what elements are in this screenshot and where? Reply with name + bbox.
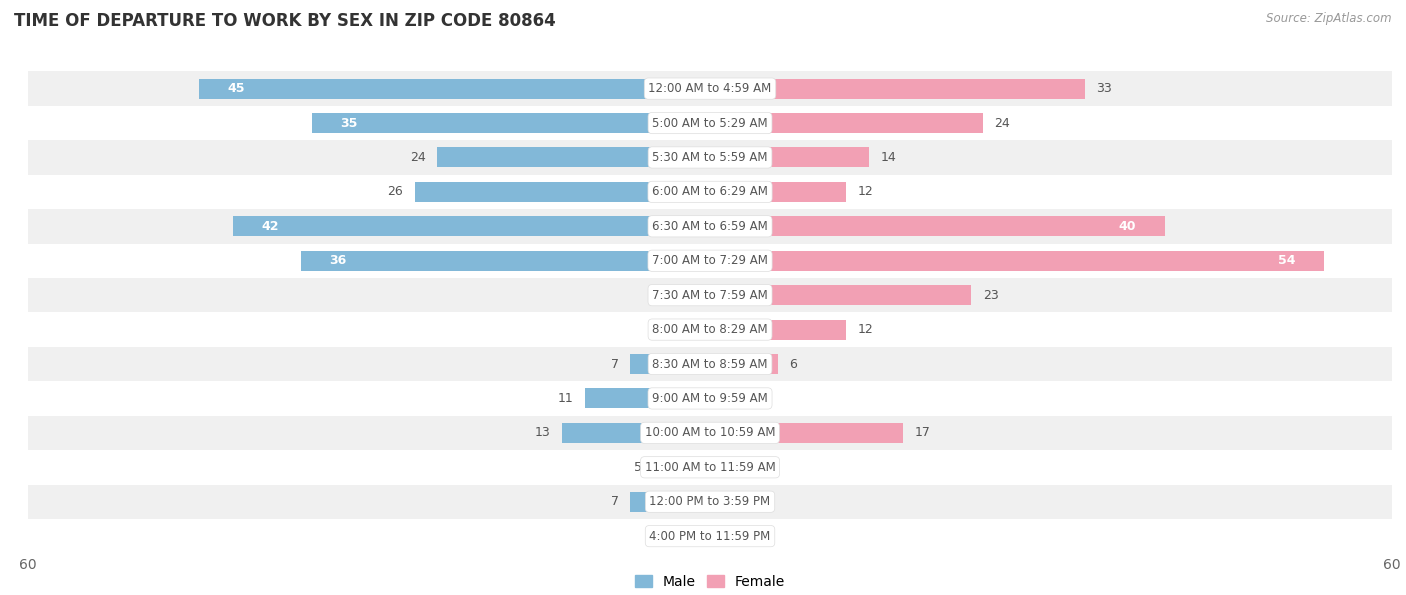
Text: Source: ZipAtlas.com: Source: ZipAtlas.com — [1267, 12, 1392, 25]
Text: 8:00 AM to 8:29 AM: 8:00 AM to 8:29 AM — [652, 323, 768, 336]
Text: 1: 1 — [679, 289, 688, 302]
Bar — [710, 354, 779, 374]
Text: 11:00 AM to 11:59 AM: 11:00 AM to 11:59 AM — [645, 461, 775, 474]
Bar — [654, 458, 710, 477]
Text: 0: 0 — [721, 461, 730, 474]
Bar — [710, 79, 1085, 99]
Text: 8:30 AM to 8:59 AM: 8:30 AM to 8:59 AM — [652, 358, 768, 371]
Text: 54: 54 — [1278, 254, 1295, 267]
Text: 3: 3 — [755, 530, 763, 543]
Bar — [28, 243, 1392, 278]
Bar — [312, 113, 710, 133]
Text: 24: 24 — [994, 117, 1010, 130]
Bar — [710, 250, 1324, 271]
Text: 1: 1 — [733, 392, 741, 405]
Bar — [28, 106, 1392, 140]
Bar — [28, 312, 1392, 347]
Bar — [710, 423, 903, 443]
Legend: Male, Female: Male, Female — [630, 569, 790, 594]
Bar — [710, 526, 744, 546]
Bar — [710, 182, 846, 202]
Text: 12: 12 — [858, 186, 873, 198]
Bar — [710, 113, 983, 133]
Bar — [28, 484, 1392, 519]
Bar — [301, 250, 710, 271]
Bar — [28, 519, 1392, 553]
Bar — [710, 320, 846, 340]
Text: 40: 40 — [1119, 220, 1136, 233]
Bar — [562, 423, 710, 443]
Bar — [710, 217, 1164, 236]
Text: 23: 23 — [983, 289, 998, 302]
Bar — [585, 389, 710, 408]
Bar — [710, 389, 721, 408]
Text: 7:00 AM to 7:29 AM: 7:00 AM to 7:29 AM — [652, 254, 768, 267]
Bar — [710, 285, 972, 305]
Bar — [688, 526, 710, 546]
Text: 6: 6 — [790, 358, 797, 371]
Text: 1: 1 — [679, 323, 688, 336]
Text: 14: 14 — [880, 151, 896, 164]
Text: 35: 35 — [340, 117, 359, 130]
Text: 12:00 AM to 4:59 AM: 12:00 AM to 4:59 AM — [648, 82, 772, 95]
Text: 33: 33 — [1097, 82, 1112, 95]
Text: 0: 0 — [721, 495, 730, 508]
Text: 5:30 AM to 5:59 AM: 5:30 AM to 5:59 AM — [652, 151, 768, 164]
Bar — [28, 71, 1392, 106]
Text: TIME OF DEPARTURE TO WORK BY SEX IN ZIP CODE 80864: TIME OF DEPARTURE TO WORK BY SEX IN ZIP … — [14, 12, 555, 30]
Bar — [28, 140, 1392, 175]
Text: 7: 7 — [612, 358, 619, 371]
Text: 36: 36 — [329, 254, 346, 267]
Text: 5: 5 — [634, 461, 643, 474]
Bar — [699, 285, 710, 305]
Text: 24: 24 — [411, 151, 426, 164]
Text: 7:30 AM to 7:59 AM: 7:30 AM to 7:59 AM — [652, 289, 768, 302]
Text: 10:00 AM to 10:59 AM: 10:00 AM to 10:59 AM — [645, 427, 775, 439]
Bar — [233, 217, 710, 236]
Text: 9:00 AM to 9:59 AM: 9:00 AM to 9:59 AM — [652, 392, 768, 405]
Bar — [28, 209, 1392, 243]
Text: 13: 13 — [536, 427, 551, 439]
Bar — [28, 347, 1392, 381]
Text: 42: 42 — [262, 220, 278, 233]
Text: 12:00 PM to 3:59 PM: 12:00 PM to 3:59 PM — [650, 495, 770, 508]
Bar — [28, 381, 1392, 416]
Text: 4:00 PM to 11:59 PM: 4:00 PM to 11:59 PM — [650, 530, 770, 543]
Text: 7: 7 — [612, 495, 619, 508]
Bar — [198, 79, 710, 99]
Bar — [437, 148, 710, 167]
Text: 11: 11 — [558, 392, 574, 405]
Bar — [28, 416, 1392, 450]
Bar — [28, 278, 1392, 312]
Bar — [630, 491, 710, 512]
Bar — [415, 182, 710, 202]
Text: 6:30 AM to 6:59 AM: 6:30 AM to 6:59 AM — [652, 220, 768, 233]
Text: 17: 17 — [915, 427, 931, 439]
Bar — [28, 450, 1392, 484]
Text: 26: 26 — [388, 186, 404, 198]
Text: 12: 12 — [858, 323, 873, 336]
Bar — [710, 148, 869, 167]
Text: 45: 45 — [226, 82, 245, 95]
Bar — [699, 320, 710, 340]
Text: 5:00 AM to 5:29 AM: 5:00 AM to 5:29 AM — [652, 117, 768, 130]
Bar — [630, 354, 710, 374]
Text: 2: 2 — [668, 530, 676, 543]
Bar — [28, 175, 1392, 209]
Text: 6:00 AM to 6:29 AM: 6:00 AM to 6:29 AM — [652, 186, 768, 198]
